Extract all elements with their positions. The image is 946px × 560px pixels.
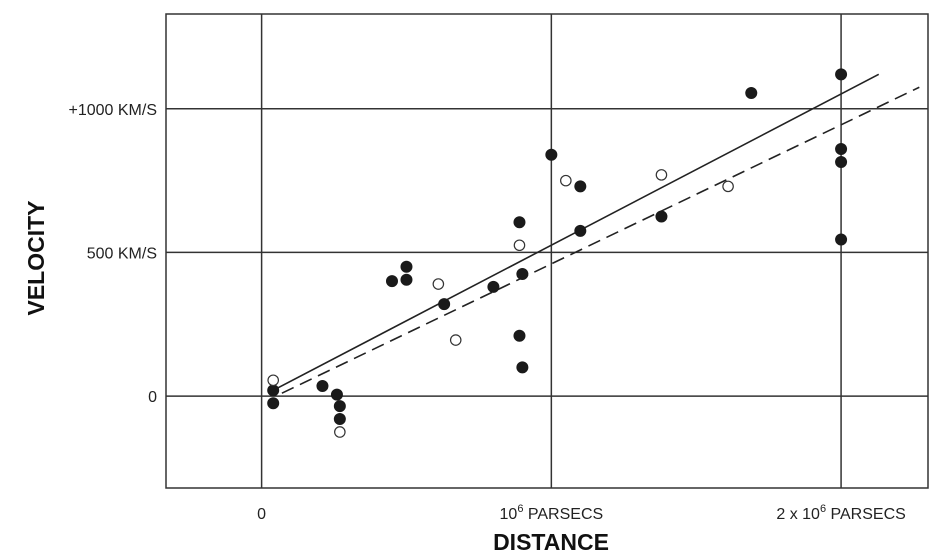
y-tick-label: 500 KM/S	[87, 245, 157, 262]
open-point	[267, 374, 280, 387]
open-point	[655, 169, 668, 181]
filled-point	[333, 413, 346, 426]
filled-point	[487, 280, 500, 293]
filled-point	[438, 298, 451, 311]
filled-point	[835, 68, 848, 81]
filled-point	[655, 210, 668, 223]
x-tick-label: 0	[257, 506, 266, 523]
filled-point	[513, 329, 526, 342]
filled-point	[516, 361, 529, 374]
open-point	[722, 180, 734, 193]
filled-point	[333, 400, 346, 413]
filled-point	[316, 380, 329, 393]
filled-point	[513, 216, 526, 229]
y-axis-title: VELOCITY	[23, 200, 49, 315]
open-point	[334, 426, 346, 438]
filled-point	[574, 224, 587, 237]
open-point	[513, 239, 526, 252]
plot-frame	[165, 13, 929, 489]
data-points	[267, 68, 848, 438]
filled-point	[400, 260, 413, 273]
filled-point	[835, 155, 848, 168]
fit-lines	[272, 73, 920, 394]
grid	[165, 13, 929, 489]
filled-point	[574, 180, 587, 193]
x-axis-title: DISTANCE	[493, 529, 609, 555]
y-tick-label: 0	[148, 389, 157, 406]
open-point	[560, 174, 572, 187]
tick-labels: 0 106 PARSECS 2 x 106 PARSECS +1000 KM/S 500…	[69, 102, 906, 523]
x-tick-label: 106 PARSECS	[500, 503, 604, 523]
filled-point	[267, 397, 280, 410]
filled-point	[545, 148, 558, 161]
filled-point	[400, 273, 413, 286]
filled-point	[745, 87, 758, 99]
x-tick-label: 2 x 106 PARSECS	[776, 503, 905, 523]
open-point	[432, 278, 445, 290]
filled-point	[516, 267, 529, 280]
dashed-fit-line	[281, 86, 920, 394]
y-tick-label: +1000 KM/S	[69, 102, 158, 119]
filled-point	[330, 388, 343, 401]
filled-point	[835, 143, 848, 156]
filled-point	[267, 384, 280, 397]
filled-point	[835, 233, 848, 246]
filled-point	[385, 275, 398, 288]
open-point	[449, 334, 462, 346]
